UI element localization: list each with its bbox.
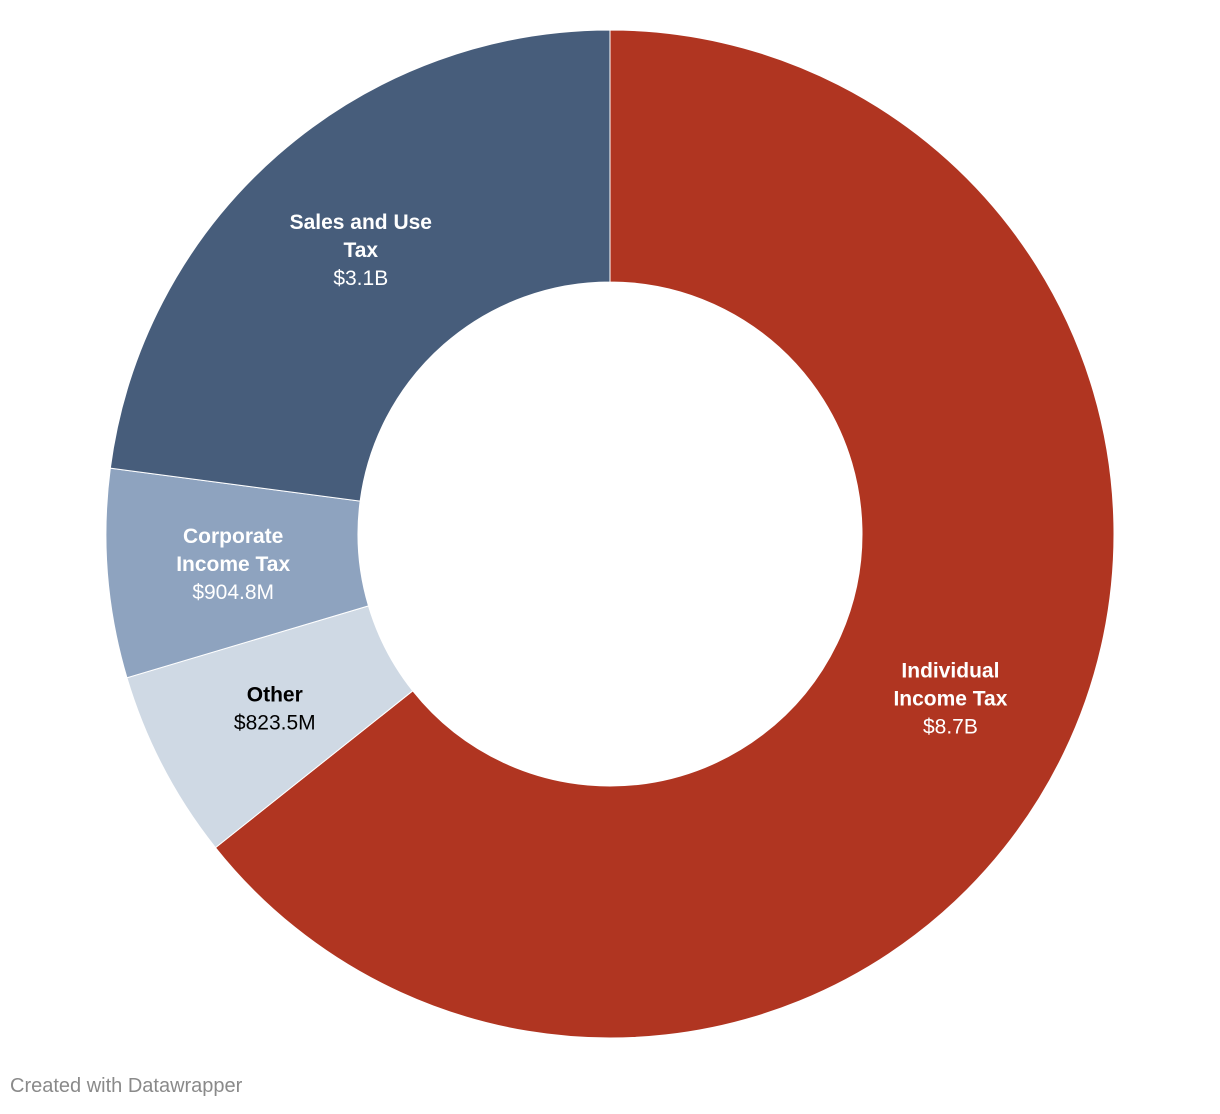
slice-sales-and-use-tax[interactable] xyxy=(109,29,611,502)
slice-label-corporate-income-tax: Corporate Income Tax $904.8M xyxy=(176,525,290,604)
donut-chart: Individual Income Tax $8.7B Other $823.5M Cor… xyxy=(105,29,1115,1039)
slice-label-sales-and-use-tax: Sales and Use Tax $3.1B xyxy=(290,211,432,290)
slice-label-individual-income-tax: Individual Income Tax $8.7B xyxy=(893,659,1007,738)
slice-label-line: Tax xyxy=(343,239,378,262)
slice-label-line: Income Tax xyxy=(176,553,290,576)
slice-individual-income-tax[interactable] xyxy=(214,29,1115,1039)
slice-label-line: Sales and Use xyxy=(290,211,432,234)
slice-value-label: $3.1B xyxy=(333,267,388,290)
slice-label-line: Income Tax xyxy=(893,687,1007,710)
slice-value-label: $823.5M xyxy=(234,712,316,735)
slice-label-other: Other $823.5M xyxy=(234,684,316,735)
slice-label-line: Other xyxy=(247,684,303,707)
slice-label-line: Individual xyxy=(901,659,999,682)
slice-value-label: $904.8M xyxy=(192,581,274,604)
slice-value-label: $8.7B xyxy=(923,715,978,738)
datawrapper-credit[interactable]: Created with Datawrapper xyxy=(10,1075,243,1097)
slice-label-line: Corporate xyxy=(183,525,283,548)
